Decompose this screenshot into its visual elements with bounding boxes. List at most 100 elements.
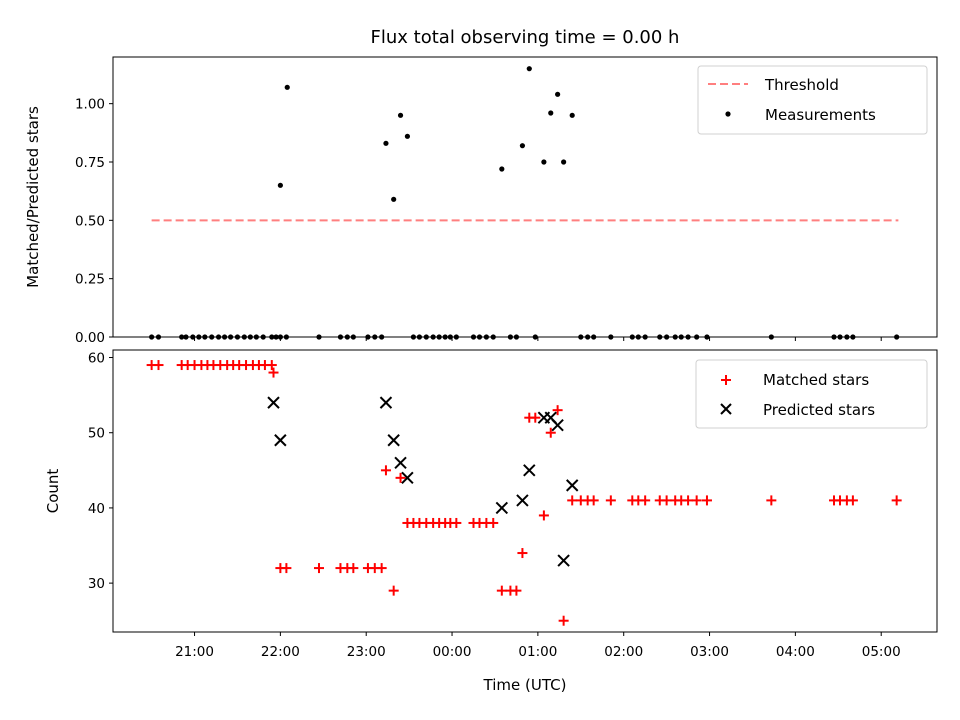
predicted-star-point xyxy=(387,434,400,447)
matched-star-point xyxy=(266,360,277,371)
matched-star-point xyxy=(766,495,777,506)
measurement-point xyxy=(541,159,547,165)
measurement-point xyxy=(519,143,526,149)
y-tick-label: 0.50 xyxy=(75,213,105,229)
measurement-point xyxy=(149,334,155,340)
legend-predicted-label: Predicted stars xyxy=(763,401,875,419)
measurement-point xyxy=(179,334,185,340)
plot-frame xyxy=(112,349,938,633)
x-tick-label: 22:00 xyxy=(261,644,300,660)
y-tick-label: 40 xyxy=(88,501,105,517)
x-tick-label: 04:00 xyxy=(776,644,815,660)
measurement-point xyxy=(635,334,641,340)
measurement-point xyxy=(316,334,322,340)
measurement-point xyxy=(273,334,279,340)
matched-star-point xyxy=(451,517,462,528)
y-tick-label: 60 xyxy=(88,351,105,367)
legend-matched-label: Matched stars xyxy=(763,371,869,389)
measurement-point xyxy=(365,334,371,340)
matched-star-point xyxy=(588,495,599,506)
measurement-point xyxy=(241,334,247,340)
measurement-point xyxy=(372,334,378,340)
measurement-point xyxy=(423,334,429,340)
y-tick-label: 0.25 xyxy=(75,272,105,288)
measurement-point xyxy=(548,110,554,116)
matched-star-point xyxy=(153,360,164,371)
measurement-point xyxy=(337,334,344,340)
measurement-point xyxy=(430,334,436,340)
measurement-point xyxy=(608,334,614,340)
measurement-point xyxy=(215,334,222,340)
legend-box xyxy=(695,359,928,429)
predicted-star-point xyxy=(401,471,414,485)
matched-star-point xyxy=(268,367,279,378)
measurement-point xyxy=(277,182,283,188)
measurement-point xyxy=(202,334,208,340)
measurement-point xyxy=(629,334,635,340)
predicted-star-point xyxy=(523,464,536,477)
legend-predicted-swatch xyxy=(720,403,732,415)
measurement-point xyxy=(837,334,843,340)
measurement-point xyxy=(642,334,648,340)
ratio-panel: 0.00 0.25 0.50 0.75 1.00 Matched/Predicted st… xyxy=(24,56,938,346)
legend-box xyxy=(697,65,928,135)
matched-star-point xyxy=(496,585,507,596)
legend-threshold-label: Threshold xyxy=(764,76,839,94)
measurement-point xyxy=(704,334,710,340)
x-tick-label: 23:00 xyxy=(347,644,386,660)
measurement-point xyxy=(447,334,453,340)
matched-star-point xyxy=(530,412,541,423)
y-axis-label: Count xyxy=(44,469,62,514)
measurement-point xyxy=(221,334,228,340)
matched-star-point xyxy=(380,465,391,476)
measurement-point xyxy=(476,334,483,340)
measurement-point xyxy=(350,334,356,340)
measurement-point xyxy=(768,334,774,340)
predicted-star-point xyxy=(267,396,280,409)
predicted-star-point xyxy=(495,501,509,515)
measurement-point xyxy=(569,112,575,118)
matched-star-point xyxy=(348,563,359,574)
y-tick-label: 50 xyxy=(88,426,105,442)
measurement-point xyxy=(442,334,448,340)
matched-star-point xyxy=(395,472,406,483)
x-tick-label: 01:00 xyxy=(518,644,557,660)
matched-star-point xyxy=(388,585,399,596)
measurement-point xyxy=(513,334,520,340)
matched-star-point xyxy=(661,495,672,506)
y-tick-label: 0.00 xyxy=(75,330,105,346)
x-tick-label: 02:00 xyxy=(604,644,643,660)
matched-star-point xyxy=(558,615,569,626)
predicted-star-point xyxy=(566,479,579,492)
measurement-point xyxy=(585,334,591,340)
measurement-point xyxy=(253,334,259,340)
x-tick-label: 21:00 xyxy=(175,644,214,660)
measurement-point xyxy=(672,334,678,340)
y-tick-label: 0.75 xyxy=(75,155,105,171)
measurement-point xyxy=(269,334,275,340)
measurement-point xyxy=(234,334,241,340)
y-tick-label: 1.00 xyxy=(75,97,105,113)
matched-star-point xyxy=(314,563,324,574)
matched-star-point xyxy=(605,495,616,506)
x-tick-label: 05:00 xyxy=(862,644,901,660)
measurement-point xyxy=(591,334,597,340)
matched-star-point xyxy=(683,495,694,506)
predicted-star-point xyxy=(394,456,407,470)
measurement-point xyxy=(657,334,663,340)
count-panel: 30 40 50 60 21:00 22:00 23:00 00:00 01:00 02:00 03… xyxy=(44,349,938,660)
measurement-point xyxy=(831,334,837,340)
measurement-point xyxy=(844,334,850,340)
measurement-point xyxy=(227,334,234,340)
measurement-point xyxy=(678,334,684,340)
matched-star-point xyxy=(538,510,549,521)
plot-frame xyxy=(112,56,938,338)
matched-star-point xyxy=(376,563,387,574)
measurement-point xyxy=(490,334,496,340)
measurement-point xyxy=(383,140,389,146)
matched-star-point xyxy=(511,585,522,596)
measurement-point xyxy=(532,334,538,340)
measurement-point xyxy=(391,196,397,202)
measurement-point xyxy=(483,334,489,340)
measurement-point xyxy=(410,334,417,340)
